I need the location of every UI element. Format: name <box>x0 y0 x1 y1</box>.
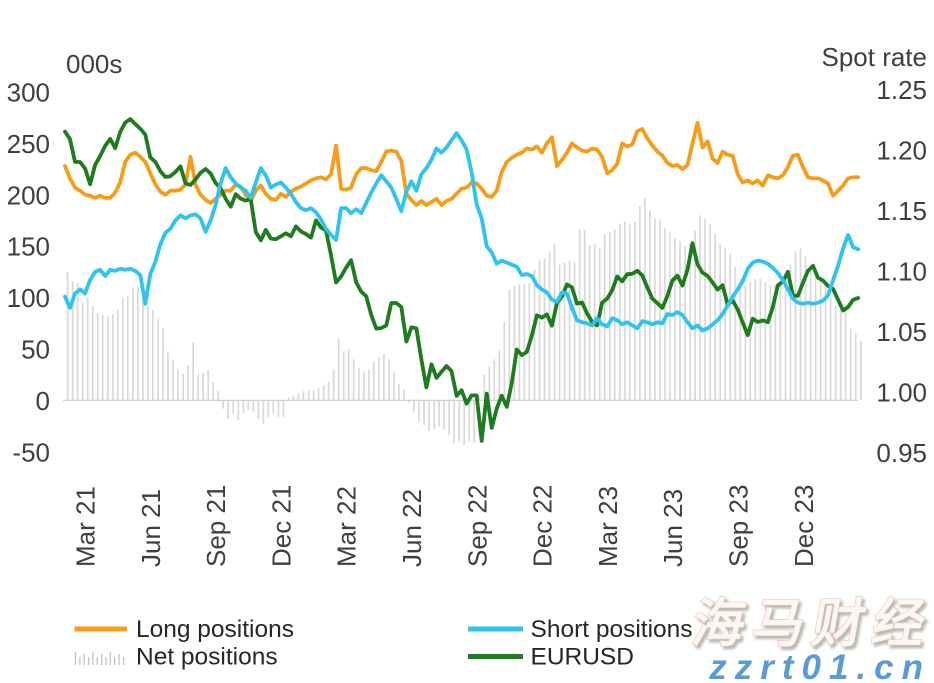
legend-net-label: Net positions <box>136 644 278 671</box>
watermark: 海马财经 zzrt01.cn <box>687 595 934 683</box>
x-tick-label: Sep 21 <box>201 485 231 567</box>
x-tick-label: Mar 21 <box>71 486 101 567</box>
x-tick-label: Dec 23 <box>789 485 819 567</box>
x-tick-label: Dec 22 <box>528 485 558 567</box>
right-tick-label: 1.25 <box>876 75 927 105</box>
x-tick-label: Sep 22 <box>462 485 492 567</box>
right-tick-label: 0.95 <box>876 438 927 468</box>
right-axis-title: Spot rate <box>821 42 927 72</box>
left-tick-label: 200 <box>7 180 50 210</box>
x-tick-label: Mar 23 <box>593 486 623 567</box>
x-tick-label: Jun 23 <box>658 489 688 567</box>
left-axis-title: 000s <box>66 49 122 79</box>
x-tick-label: Sep 23 <box>724 485 754 567</box>
right-tick-label: 1.00 <box>876 377 927 407</box>
left-axis-ticks: 300 250 200 150 100 50 0 -50 <box>7 78 50 468</box>
left-tick-label: 250 <box>7 129 50 159</box>
left-tick-label: 0 <box>36 386 50 416</box>
right-tick-label: 1.10 <box>876 256 927 286</box>
left-tick-label: 300 <box>7 78 50 108</box>
legend-long-label: Long positions <box>136 616 294 643</box>
x-tick-label: Dec 21 <box>266 485 296 567</box>
watermark-brand-text: 海马财经 <box>688 595 934 653</box>
left-tick-label: -50 <box>12 437 50 467</box>
x-axis-ticks: Mar 21 Jun 21 Sep 21 Dec 21 Mar 22 Jun 22 Sep … <box>71 485 819 567</box>
watermark-site-text: zzrt01.cn <box>708 648 931 683</box>
short-positions-line <box>63 131 861 333</box>
x-tick-label: Mar 22 <box>332 486 362 567</box>
long-positions-line <box>63 120 861 208</box>
legend-net-swatch <box>74 652 125 665</box>
x-tick-label: Jun 22 <box>397 489 427 567</box>
left-tick-label: 150 <box>7 232 50 262</box>
legend: Long positions Net positions Short posit… <box>74 616 693 671</box>
right-tick-label: 1.05 <box>876 317 927 347</box>
eurusd-line <box>63 117 861 443</box>
net-positions-bars <box>66 197 862 445</box>
right-axis-ticks: 1.25 1.20 1.15 1.10 1.05 1.00 0.95 <box>876 75 927 468</box>
legend-eurusd-label: EURUSD <box>531 644 634 671</box>
legend-short-label: Short positions <box>531 616 693 643</box>
left-tick-label: 100 <box>7 283 50 313</box>
left-tick-label: 50 <box>21 335 50 365</box>
right-tick-label: 1.15 <box>876 196 927 226</box>
x-tick-label: Jun 21 <box>136 489 166 567</box>
right-tick-label: 1.20 <box>876 135 927 165</box>
